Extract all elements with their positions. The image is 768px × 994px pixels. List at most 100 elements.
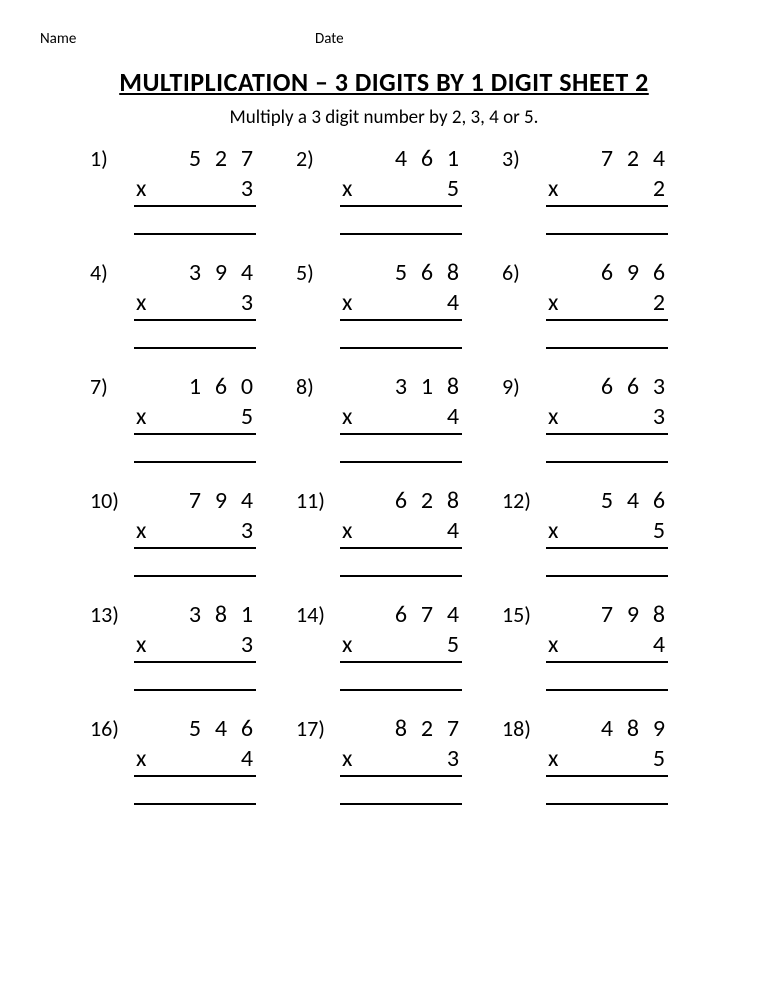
multiplier-digit: 3 xyxy=(652,402,666,431)
digit: 4 xyxy=(652,144,666,173)
equals-line xyxy=(134,433,256,461)
multiplicand-row: 628 xyxy=(336,485,466,515)
multiplicand-digits: 381 xyxy=(188,600,254,629)
problem-number: 6) xyxy=(502,257,542,286)
operator: x xyxy=(548,402,568,431)
multiplier-digit: 4 xyxy=(446,288,460,317)
equals-line xyxy=(340,319,462,347)
problem-number: 5) xyxy=(296,257,336,286)
operator: x xyxy=(548,630,568,659)
problem-grid: 1)527x32)461x53)724x24)394x35)568x46)696… xyxy=(40,143,728,807)
multiplier-row: x3 xyxy=(130,287,260,317)
digit: 4 xyxy=(240,258,254,287)
answer-line xyxy=(546,347,668,351)
digit: 3 xyxy=(394,372,408,401)
problem: 10)794x3 xyxy=(90,485,266,579)
digit: 9 xyxy=(214,258,228,287)
equals-line xyxy=(134,205,256,233)
operator: x xyxy=(136,402,156,431)
date-label: Date xyxy=(315,30,344,48)
problem-number: 15) xyxy=(502,599,542,628)
answer-line xyxy=(134,233,256,237)
problem-number: 8) xyxy=(296,371,336,400)
multiplier-row: x3 xyxy=(130,629,260,659)
problem-stack: 546x4 xyxy=(130,713,260,807)
digit: 7 xyxy=(240,144,254,173)
answer-line xyxy=(340,689,462,693)
digit: 1 xyxy=(188,372,202,401)
digit: 8 xyxy=(652,600,666,629)
digit: 4 xyxy=(600,714,614,743)
operator: x xyxy=(342,516,362,545)
digit: 2 xyxy=(420,486,434,515)
multiplier-row: x5 xyxy=(336,173,466,203)
equals-line xyxy=(134,547,256,575)
multiplier-digit: 5 xyxy=(240,402,254,431)
digit: 4 xyxy=(214,714,228,743)
problem: 13)381x3 xyxy=(90,599,266,693)
operator: x xyxy=(342,402,362,431)
multiplicand-row: 461 xyxy=(336,143,466,173)
digit: 7 xyxy=(446,714,460,743)
operator: x xyxy=(342,630,362,659)
digit: 0 xyxy=(240,372,254,401)
digit: 3 xyxy=(652,372,666,401)
multiplicand-digits: 318 xyxy=(394,372,460,401)
problem-number: 17) xyxy=(296,713,336,742)
operator: x xyxy=(342,744,362,773)
digit: 1 xyxy=(446,144,460,173)
answer-line xyxy=(546,575,668,579)
problem: 11)628x4 xyxy=(296,485,472,579)
multiplicand-digits: 546 xyxy=(188,714,254,743)
problem-stack: 527x3 xyxy=(130,143,260,237)
multiplicand-row: 798 xyxy=(542,599,672,629)
digit: 3 xyxy=(188,258,202,287)
equals-line xyxy=(340,775,462,803)
equals-line xyxy=(340,205,462,233)
multiplicand-row: 546 xyxy=(130,713,260,743)
answer-line xyxy=(546,689,668,693)
multiplicand-digits: 827 xyxy=(394,714,460,743)
equals-line xyxy=(546,205,668,233)
multiplier-row: x5 xyxy=(336,629,466,659)
digit: 7 xyxy=(600,144,614,173)
problem: 18)489x5 xyxy=(502,713,678,807)
operator: x xyxy=(342,288,362,317)
digit: 2 xyxy=(626,144,640,173)
multiplicand-row: 527 xyxy=(130,143,260,173)
equals-line xyxy=(546,319,668,347)
multiplicand-digits: 663 xyxy=(600,372,666,401)
answer-line xyxy=(134,689,256,693)
problem-number: 10) xyxy=(90,485,130,514)
multiplier-row: x5 xyxy=(542,743,672,773)
multiplicand-row: 394 xyxy=(130,257,260,287)
problem-stack: 461x5 xyxy=(336,143,466,237)
problem-number: 16) xyxy=(90,713,130,742)
multiplicand-digits: 696 xyxy=(600,258,666,287)
problem: 2)461x5 xyxy=(296,143,472,237)
digit: 6 xyxy=(600,258,614,287)
answer-line xyxy=(340,233,462,237)
answer-line xyxy=(134,803,256,807)
multiplier-digit: 3 xyxy=(446,744,460,773)
answer-line xyxy=(546,803,668,807)
multiplier-row: x4 xyxy=(542,629,672,659)
multiplicand-row: 724 xyxy=(542,143,672,173)
multiplier-digit: 3 xyxy=(240,630,254,659)
answer-line xyxy=(340,575,462,579)
multiplicand-digits: 794 xyxy=(188,486,254,515)
multiplicand-digits: 160 xyxy=(188,372,254,401)
multiplier-row: x3 xyxy=(336,743,466,773)
multiplicand-digits: 724 xyxy=(600,144,666,173)
digit: 5 xyxy=(600,486,614,515)
operator: x xyxy=(136,288,156,317)
digit: 6 xyxy=(394,600,408,629)
digit: 8 xyxy=(446,372,460,401)
digit: 6 xyxy=(652,486,666,515)
digit: 9 xyxy=(626,600,640,629)
operator: x xyxy=(136,174,156,203)
multiplicand-digits: 568 xyxy=(394,258,460,287)
digit: 8 xyxy=(626,714,640,743)
answer-line xyxy=(340,347,462,351)
problem-stack: 827x3 xyxy=(336,713,466,807)
